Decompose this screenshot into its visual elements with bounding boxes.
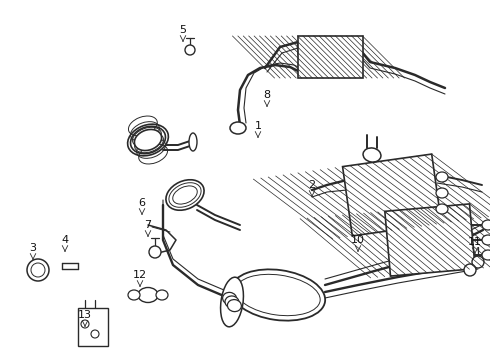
Ellipse shape	[220, 277, 244, 327]
Ellipse shape	[138, 288, 158, 302]
Text: 3: 3	[29, 243, 36, 253]
Bar	[343, 154, 441, 236]
Ellipse shape	[128, 290, 140, 300]
Circle shape	[472, 256, 484, 268]
Text: 7: 7	[145, 220, 151, 230]
Ellipse shape	[363, 148, 381, 162]
Text: 2: 2	[308, 180, 316, 190]
Circle shape	[91, 330, 99, 338]
Text: 4: 4	[61, 235, 69, 245]
Bar	[78, 308, 108, 346]
Circle shape	[81, 320, 89, 328]
Ellipse shape	[230, 122, 246, 134]
Ellipse shape	[127, 124, 169, 156]
Ellipse shape	[169, 183, 201, 207]
Circle shape	[464, 264, 476, 276]
Text: 6: 6	[139, 198, 146, 208]
Text: 8: 8	[264, 90, 270, 100]
Ellipse shape	[227, 300, 242, 312]
Circle shape	[27, 259, 49, 281]
Ellipse shape	[189, 133, 197, 151]
Ellipse shape	[436, 204, 448, 214]
Text: 5: 5	[179, 25, 187, 35]
Ellipse shape	[134, 130, 162, 150]
Ellipse shape	[436, 188, 448, 198]
Text: 10: 10	[351, 235, 365, 245]
Ellipse shape	[482, 220, 490, 230]
Text: 13: 13	[78, 310, 92, 320]
Ellipse shape	[166, 180, 204, 210]
Bar	[297, 36, 363, 78]
Circle shape	[149, 246, 161, 258]
Ellipse shape	[436, 172, 448, 182]
Ellipse shape	[130, 126, 166, 154]
Ellipse shape	[236, 274, 320, 316]
Circle shape	[185, 45, 195, 55]
Ellipse shape	[482, 235, 490, 245]
Ellipse shape	[156, 290, 168, 300]
Bar	[385, 204, 475, 276]
Text: 11: 11	[468, 237, 482, 247]
Ellipse shape	[482, 250, 490, 260]
Ellipse shape	[231, 269, 325, 321]
Ellipse shape	[225, 296, 239, 308]
Ellipse shape	[173, 186, 197, 204]
Text: 1: 1	[254, 121, 262, 131]
Ellipse shape	[222, 292, 237, 305]
Circle shape	[31, 263, 45, 277]
Text: 12: 12	[133, 270, 147, 280]
